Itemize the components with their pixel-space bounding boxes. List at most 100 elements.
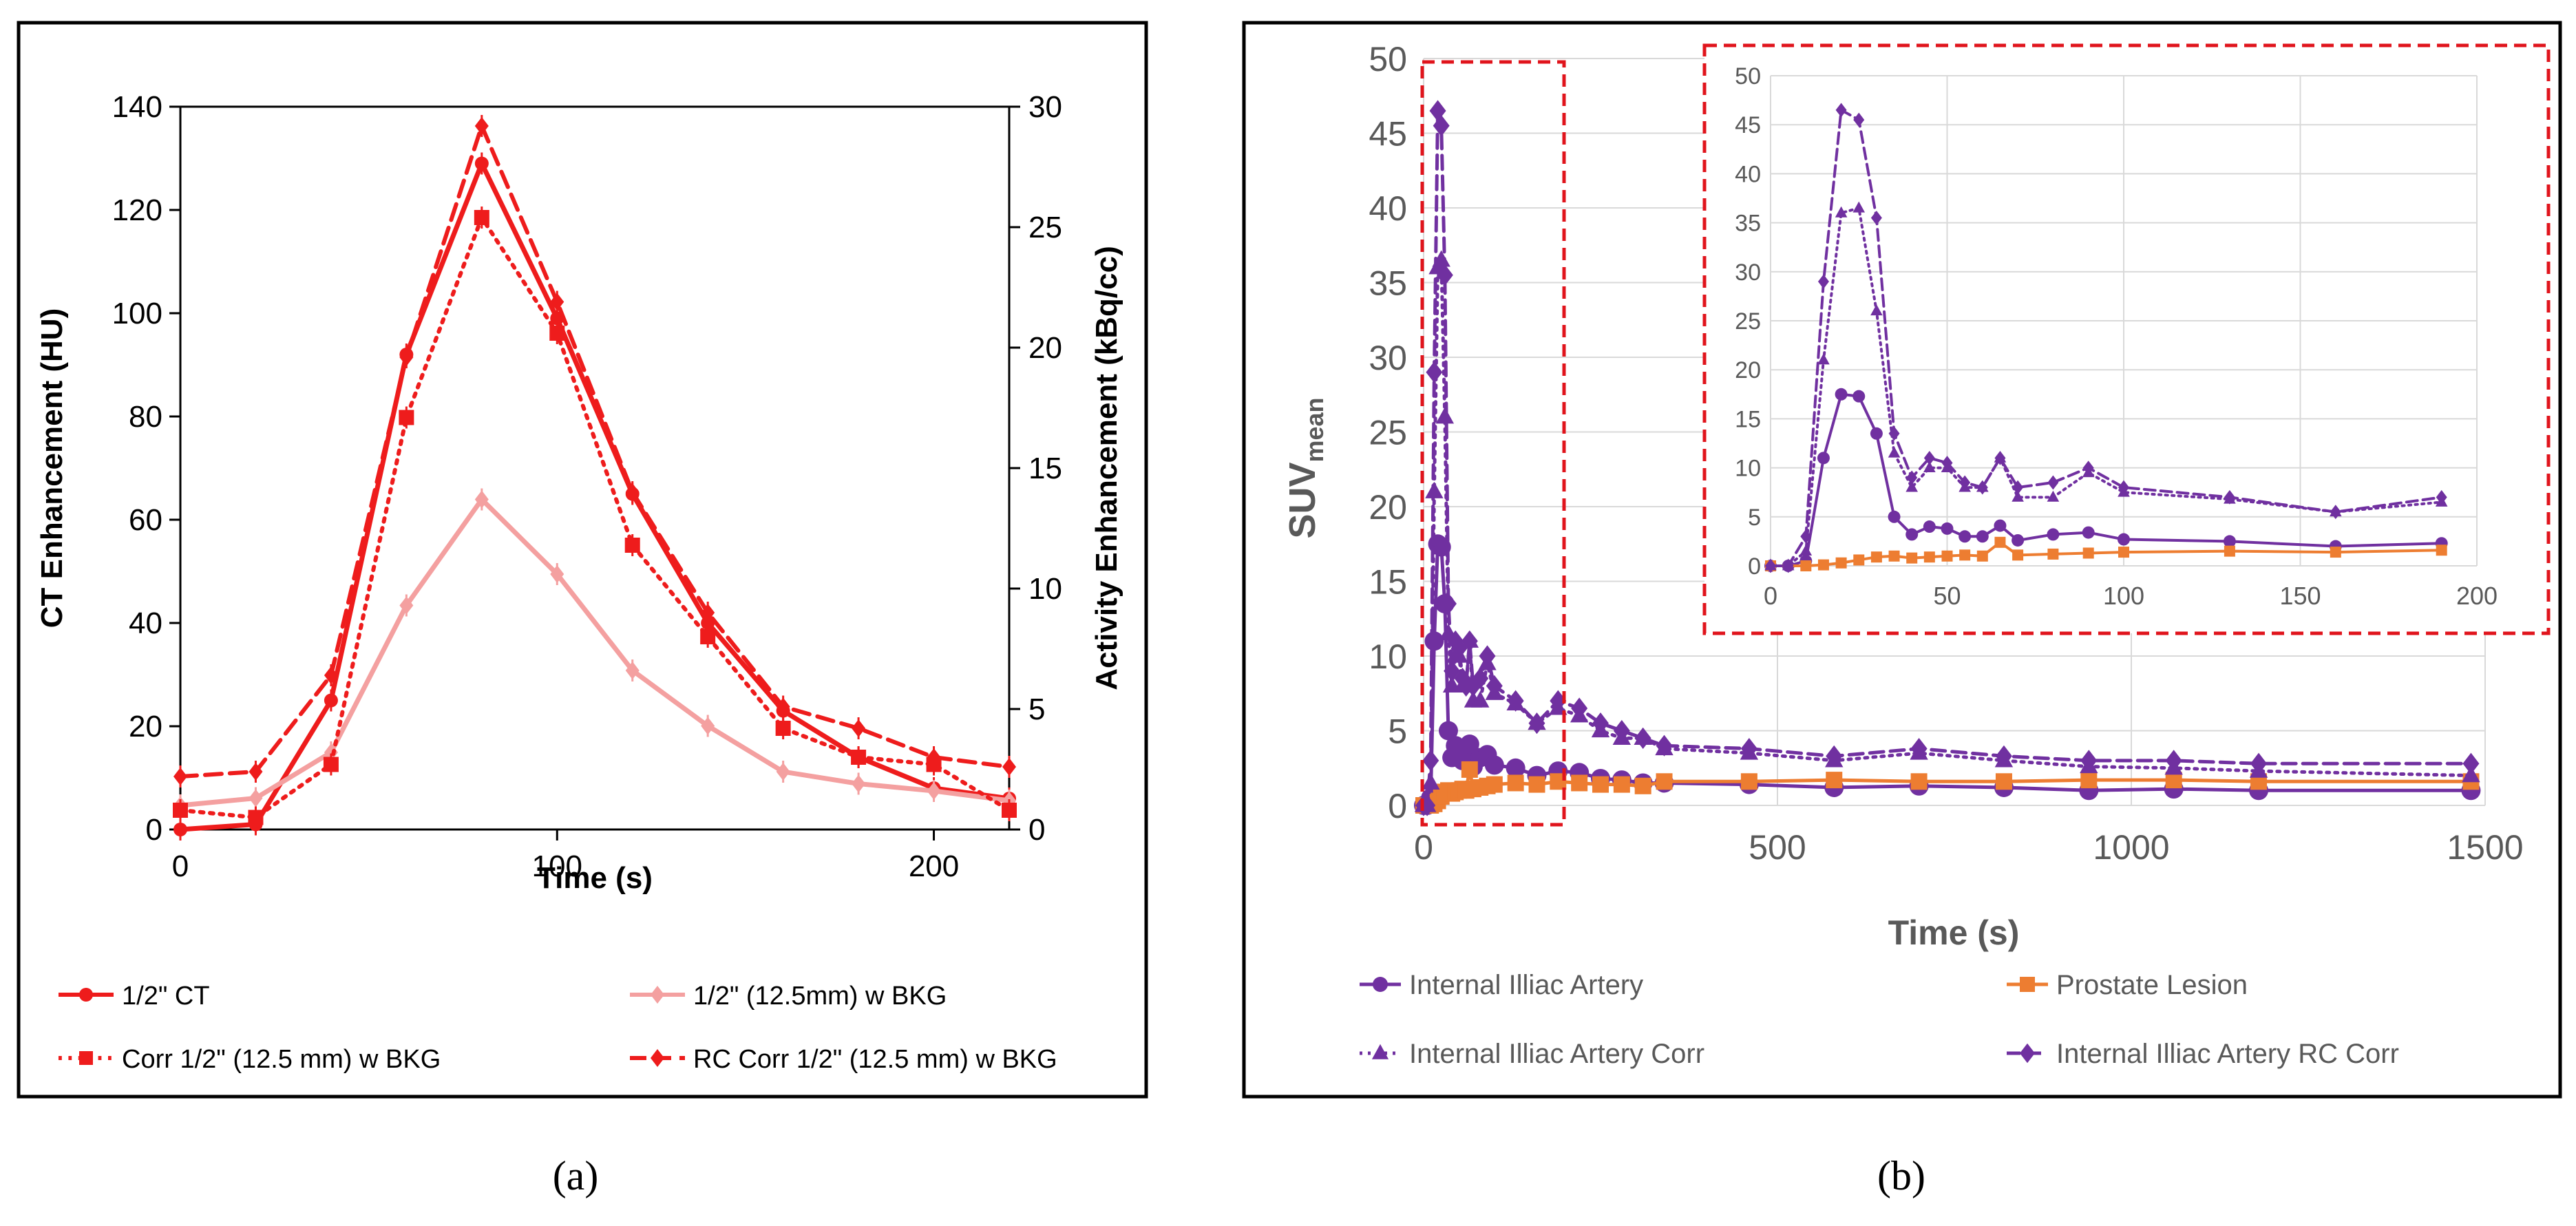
- panel-a-data-point: [776, 697, 790, 716]
- panel-a-left-tick-label: 120: [112, 193, 162, 227]
- inset-data-point: [2012, 490, 2024, 502]
- panel-a-data-point: [852, 719, 866, 737]
- panel-a-data-point: [776, 763, 790, 781]
- panel-b-data-point: [1592, 776, 1609, 793]
- panel-b-data-point: [1656, 773, 1673, 790]
- panel-a-data-point: [323, 757, 339, 772]
- panel-a-series-line: [178, 161, 1012, 832]
- inset-data-point: [2012, 480, 2024, 495]
- inset-data-point: [1782, 558, 1794, 573]
- inset-data-point: [1941, 550, 1953, 562]
- inset-data-point: [1906, 552, 1918, 564]
- panel-b-y-tick-label: 5: [1388, 712, 1407, 751]
- panel-b-data-point: [1528, 712, 1545, 734]
- panel-b-data-point: [1571, 774, 1588, 792]
- panel-b-legend-label: Prostate Lesion: [2056, 970, 2248, 1000]
- panel-b-data-point: [1910, 773, 1928, 790]
- panel-a-data-point: [474, 210, 489, 225]
- inset-data-point: [1888, 510, 1901, 523]
- panel-b-data-point: [1826, 745, 1843, 767]
- caption-a: (a): [553, 1153, 599, 1198]
- panel-b-data-point: [1471, 690, 1490, 708]
- panel-b-y-tick-label: 0: [1388, 787, 1407, 825]
- inset-series-group: [1765, 103, 2447, 573]
- panel-a-data-point: [173, 768, 187, 785]
- inset-data-point: [1800, 529, 1812, 544]
- panel-b-legend-label: Internal Illiac Artery: [1409, 970, 1643, 1000]
- inset-chart: 0 5 10 15 20 25 30 35 40 45 50 0 50 100 150 200: [1702, 43, 2551, 635]
- panel-b-data-point: [1550, 690, 1567, 712]
- panel-a-data-point: [399, 410, 414, 425]
- panel-a-right-tick-label: 20: [1028, 331, 1062, 365]
- inset-data-point: [1959, 475, 1971, 490]
- panel-b-data-point: [1459, 734, 1479, 754]
- inset-data-point: [2047, 490, 2060, 502]
- panel-a-legend: 1/2" CT 1/2" (12.5mm) w BKG Corr 1/2" (12.…: [59, 982, 1057, 1074]
- panel-a-series-line: [178, 497, 1012, 808]
- inset-data-point: [2012, 533, 2025, 547]
- panel-b-data-point: [1528, 776, 1545, 793]
- panel-b-data-point: [1634, 777, 1651, 794]
- inset-y-tick-label: 45: [1735, 112, 1761, 138]
- panel-a-right-tick-label: 15: [1028, 452, 1062, 485]
- inset-data-point: [1799, 545, 1813, 556]
- panel-a-right-y-axis-label: Activity Enhancement (kBq/cc): [1090, 246, 1123, 690]
- panel-b-data-point: [1454, 667, 1471, 690]
- inset-y-tick-label: 5: [1748, 505, 1761, 531]
- panel-a-data-point: [399, 596, 414, 615]
- panel-a-right-tick-label: 0: [1028, 813, 1045, 847]
- panel-b-y-tick-label: 50: [1369, 40, 1407, 78]
- panel-a-right-tick-label: 10: [1028, 572, 1062, 606]
- inset-x-tick-label: 50: [1933, 582, 1961, 610]
- panel-a-legend-swatch-marker: [79, 1051, 93, 1065]
- panel-b-data-point: [1486, 675, 1503, 697]
- panel-b-y-tick-label: 10: [1369, 637, 1407, 676]
- panel-a-data-point: [549, 326, 565, 341]
- inset-y-tick-label: 40: [1735, 161, 1761, 187]
- panel-b-data-point: [1506, 758, 1525, 778]
- panel-a-data-point: [775, 721, 791, 736]
- inset-data-point: [1959, 549, 1971, 561]
- panel-a-legend-label: RC Corr 1/2" (12.5 mm) w BKG: [693, 1045, 1057, 1074]
- panel-a-data-point: [1002, 803, 1017, 818]
- panel-a-series-group: [173, 210, 1017, 825]
- inset-data-point: [2223, 535, 2236, 548]
- inset-y-tick-label: 35: [1735, 211, 1761, 237]
- zoom-region-box: [1420, 60, 1566, 827]
- panel-b-data-point: [1484, 755, 1504, 775]
- panel-b-data-point: [2165, 750, 2182, 772]
- inset-data-point: [1817, 559, 1829, 571]
- panel-b-data-point: [1571, 697, 1588, 719]
- panel-a-right-tick-label: 25: [1028, 211, 1062, 244]
- inset-data-point: [1835, 388, 1848, 401]
- caption-b: (b): [1877, 1153, 1925, 1198]
- panel-a-legend-swatch-marker: [651, 986, 664, 1004]
- inset-data-point: [1959, 530, 1972, 543]
- panel-b-data-point: [1507, 774, 1524, 792]
- panel-a-data-point: [700, 629, 716, 644]
- panel-b-x-axis-label: Time (s): [1888, 913, 2020, 952]
- panel-b-legend-swatch-marker: [1371, 1044, 1389, 1059]
- panel-a-data-point: [625, 662, 640, 679]
- panel-a-data-point: [399, 348, 414, 366]
- inset-data-point: [2082, 526, 2095, 539]
- panel-a-left-tick-label: 80: [129, 400, 162, 434]
- inset-data-point: [2118, 547, 2129, 558]
- panel-b-data-point: [2080, 750, 2098, 772]
- inset-data-point: [2436, 489, 2447, 505]
- panel-b-y-tick-label: 25: [1369, 414, 1407, 452]
- panel-b-data-point: [1910, 737, 1928, 760]
- inset-y-tick-label: 20: [1735, 357, 1761, 383]
- panel-b-data-point: [1438, 721, 1458, 741]
- panel-a-data-point: [324, 666, 338, 684]
- panel-b-data-point: [1447, 630, 1464, 652]
- panel-a-left-y-axis-label: CT Enhancement (HU): [35, 308, 69, 628]
- inset-data-point: [2330, 505, 2341, 520]
- panel-b-data-point: [1422, 750, 1439, 772]
- inset-data-point: [2436, 545, 2447, 556]
- inset-data-point: [1923, 551, 1935, 563]
- panel-b-data-point: [1464, 675, 1481, 697]
- panel-b-data-point: [1656, 734, 1673, 757]
- panel-b-legend-swatch-marker: [2020, 977, 2035, 992]
